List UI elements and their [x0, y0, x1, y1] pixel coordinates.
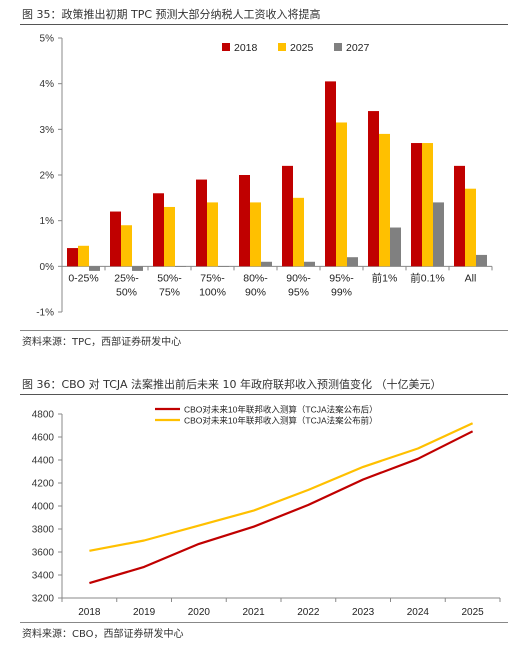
figure-36-top-rule — [20, 394, 508, 395]
y-tick-label: 4200 — [32, 479, 55, 490]
figure-36-title: 图 36：CBO 对 TCJA 法案推出前后未来 10 年政府联邦收入预测值变化… — [22, 378, 442, 391]
bar-2027 — [433, 202, 444, 267]
bar-2018 — [325, 81, 336, 267]
legend-label: CBO对未来10年联邦收入测算（TCJA法案公布前） — [184, 416, 378, 426]
legend-swatch — [334, 43, 342, 51]
x-tick-label: 前0.1% — [410, 271, 444, 284]
bar-2025 — [207, 202, 218, 267]
y-tick-label: 4800 — [32, 410, 55, 421]
bar-2018 — [110, 211, 121, 267]
bar-2025 — [121, 225, 132, 267]
figure-35-title: 图 35：政策推出初期 TPC 预测大部分纳税人工资收入将提高 — [22, 8, 321, 21]
legend-swatch — [278, 43, 286, 51]
figure-35-bottom-rule — [20, 330, 508, 331]
x-tick-label: 2019 — [133, 607, 156, 618]
bar-2027 — [390, 227, 401, 267]
bar-2018 — [153, 193, 164, 267]
x-tick-label: All — [465, 272, 477, 284]
bar-2027 — [347, 257, 358, 267]
bar-2018 — [454, 165, 465, 267]
bar-2025 — [465, 188, 476, 267]
y-tick-label: 1% — [40, 216, 55, 227]
y-tick-label: 2% — [40, 171, 55, 182]
bar-2027 — [89, 266, 100, 271]
legend-label: 2018 — [234, 42, 258, 54]
bar-2027 — [476, 254, 487, 267]
y-tick-label: 4400 — [32, 456, 55, 467]
bar-2025 — [293, 197, 304, 267]
x-tick-label: 2018 — [78, 607, 101, 618]
bar-2018 — [282, 165, 293, 267]
bar-2018 — [67, 248, 78, 267]
bar-2027 — [261, 261, 272, 267]
x-tick-label: 前1% — [372, 271, 398, 284]
y-tick-label: 5% — [40, 34, 55, 45]
legend-label: 2025 — [290, 42, 314, 54]
y-tick-label: 4000 — [32, 502, 55, 513]
x-tick-label: 2020 — [188, 607, 211, 618]
x-tick-label: 50%-75% — [157, 272, 182, 298]
x-tick-label: 90%-95% — [286, 272, 311, 298]
bar-2025 — [336, 122, 347, 267]
bar-2027 — [132, 266, 143, 271]
bar-2018 — [239, 175, 250, 267]
x-tick-label: 0-25% — [68, 272, 98, 284]
legend-swatch — [222, 43, 230, 51]
x-tick-label: 80%-90% — [243, 272, 268, 298]
y-tick-label: 4% — [40, 79, 55, 90]
bar-2027 — [218, 266, 229, 267]
x-tick-label: 75%-100% — [199, 272, 226, 298]
figure-35-top-rule — [20, 24, 508, 25]
line-chart: 3200 3400 3600 3800 4000 4200 4400 4600 4800 2018… — [32, 405, 501, 618]
y-tick-label: 3800 — [32, 525, 55, 536]
legend-label: 2027 — [346, 42, 370, 54]
bar-2025 — [164, 206, 175, 267]
bar-2025 — [379, 133, 390, 267]
bar-2018 — [368, 111, 379, 267]
legend-label: CBO对未来10年联邦收入测算（TCJA法案公布后） — [184, 405, 378, 415]
bar-2018 — [196, 179, 207, 267]
bar-chart: -1% 0% 1% 2% 3% 4% 5% 0-25% 25%-50% 50%-75% 75%-10… — [36, 34, 493, 319]
y-tick-label: 3200 — [32, 594, 55, 605]
x-tick-label: 2021 — [243, 607, 266, 618]
bar-2027 — [304, 261, 315, 267]
y-tick-label: 3400 — [32, 571, 55, 582]
y-tick-label: 3600 — [32, 548, 55, 559]
x-tick-label: 2023 — [352, 607, 375, 618]
x-tick-label: 95%-99% — [329, 272, 354, 298]
figure-36-source: 资料来源：CBO，西部证券研发中心 — [22, 629, 184, 640]
bar-2025 — [78, 245, 89, 267]
x-tick-label: 2025 — [462, 607, 485, 618]
y-tick-label: 4600 — [32, 433, 55, 444]
bar-2027 — [175, 266, 186, 267]
x-tick-label: 25%-50% — [114, 272, 139, 298]
y-tick-label: 3% — [40, 125, 55, 136]
bar-2018 — [411, 143, 422, 267]
x-tick-label: 2022 — [297, 607, 320, 618]
figure-36-bottom-rule — [20, 622, 508, 623]
series-line-1 — [89, 422, 474, 552]
y-tick-label: 0% — [40, 262, 55, 273]
figure-35-source: 资料来源：TPC，西部证券研发中心 — [22, 337, 182, 348]
x-tick-label: 2024 — [407, 607, 430, 618]
series-line-0 — [89, 430, 474, 585]
bar-2025 — [250, 202, 261, 267]
y-tick-label: -1% — [36, 308, 54, 319]
bar-2025 — [422, 143, 433, 267]
